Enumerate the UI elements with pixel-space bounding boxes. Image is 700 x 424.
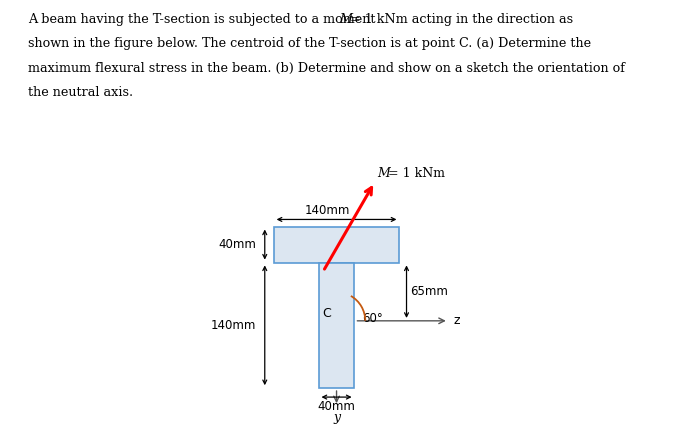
Text: M: M (340, 13, 353, 26)
Text: = 1 kNm acting in the direction as: = 1 kNm acting in the direction as (346, 13, 573, 26)
Text: = 1 kNm: = 1 kNm (384, 167, 444, 180)
Text: z: z (453, 314, 460, 327)
Text: 140mm: 140mm (305, 204, 350, 217)
Text: the neutral axis.: the neutral axis. (28, 86, 133, 100)
Text: 60°: 60° (362, 312, 383, 325)
Text: 65mm: 65mm (410, 285, 448, 298)
Text: C: C (323, 307, 331, 320)
Bar (274, 226, 399, 262)
Text: 40mm: 40mm (218, 238, 256, 251)
Text: M: M (377, 167, 390, 180)
Text: shown in the figure below. The centroid of the T-section is at point C. (a) Dete: shown in the figure below. The centroid … (28, 37, 591, 50)
Text: 140mm: 140mm (211, 319, 256, 332)
Text: A beam having the T-section is subjected to a moment: A beam having the T-section is subjected… (28, 13, 379, 26)
Text: 40mm: 40mm (318, 400, 356, 413)
Bar (318, 262, 354, 388)
Text: maximum flexural stress in the beam. (b) Determine and show on a sketch the orie: maximum flexural stress in the beam. (b)… (28, 62, 625, 75)
Text: y: y (333, 411, 340, 424)
